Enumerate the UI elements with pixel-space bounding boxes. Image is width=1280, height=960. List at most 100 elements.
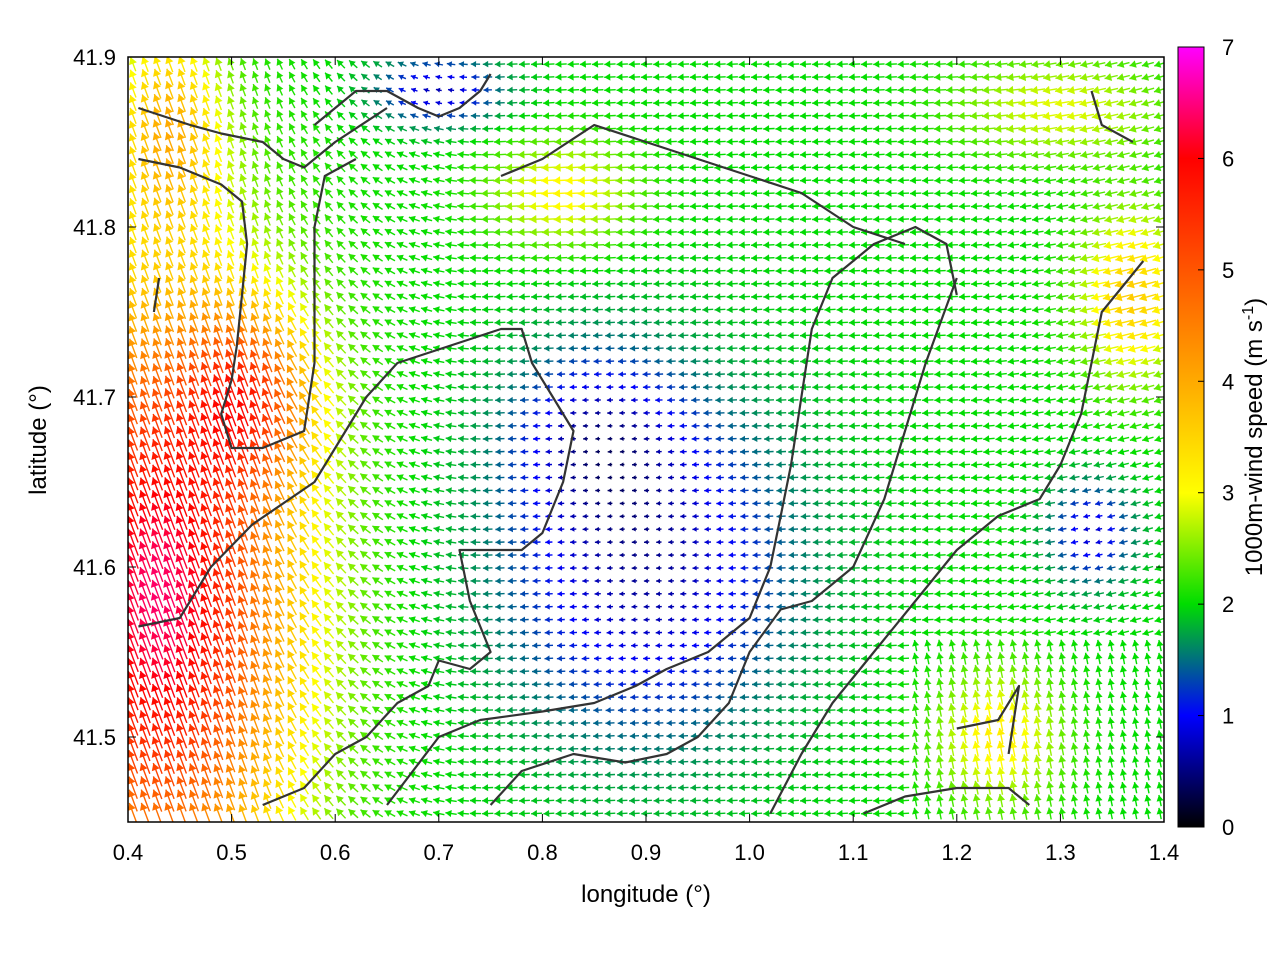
wind-arrow [152, 338, 163, 359]
wind-arrow [213, 337, 224, 360]
wind-arrow [140, 287, 150, 306]
wind-arrow [200, 374, 212, 400]
wind-arrow [200, 399, 212, 427]
wind-arrow [175, 644, 188, 673]
wind-arrow [175, 451, 188, 478]
wind-arrow [139, 697, 151, 724]
wind-arrow [188, 400, 200, 426]
wind-arrow [153, 68, 162, 86]
wind-arrow [163, 541, 176, 570]
wind-arrow [163, 749, 175, 774]
wind-arrow [189, 325, 199, 346]
wind-arrow [189, 210, 198, 228]
wind-arrow [188, 684, 200, 711]
wind-arrow [200, 684, 212, 710]
wind-arrow [139, 683, 151, 711]
wind-arrow [177, 106, 187, 126]
wind-arrow [200, 737, 212, 761]
wind-arrow [212, 425, 225, 453]
wind-arrow [150, 605, 164, 634]
wind-arrow [202, 224, 211, 241]
wind-arrow [151, 683, 164, 711]
wind-arrow [163, 670, 176, 698]
wind-arrow [200, 490, 212, 517]
wind-arrow [200, 451, 212, 478]
wind-arrow [140, 223, 150, 241]
wind-arrow [128, 388, 138, 412]
wind-arrow [213, 803, 223, 822]
wind-arrow [175, 631, 188, 660]
wind-arrow [128, 275, 137, 293]
wind-arrow [200, 750, 212, 774]
wind-arrow [202, 133, 211, 150]
wind-arrow [189, 312, 199, 333]
wind-arrow [202, 159, 211, 176]
wind-arrow [177, 93, 186, 112]
wind-arrow [153, 81, 162, 99]
wind-vector-layer [128, 57, 1164, 822]
wind-arrow [225, 659, 236, 684]
wind-arrow [175, 670, 188, 698]
wind-arrow [128, 776, 138, 800]
wind-arrow [151, 426, 163, 452]
wind-arrow [151, 541, 164, 570]
wind-arrow [201, 337, 212, 360]
wind-arrow [175, 618, 188, 647]
wind-arrow [175, 697, 188, 724]
wind-arrow [163, 683, 176, 711]
wind-arrow [151, 762, 163, 787]
wind-arrow [202, 211, 211, 228]
wind-arrow [128, 515, 139, 543]
wind-arrow [175, 566, 188, 595]
wind-arrow [128, 426, 139, 451]
wind-arrow [163, 644, 176, 673]
wind-arrow [153, 210, 162, 228]
wind-arrow [152, 802, 162, 822]
wind-arrow [214, 249, 223, 266]
wind-arrow [225, 685, 236, 709]
wind-arrow [212, 438, 225, 465]
wind-arrow [177, 249, 186, 267]
wind-arrow [140, 236, 150, 254]
wind-arrow [140, 350, 150, 372]
wind-arrow [138, 618, 152, 647]
wind-arrow [225, 530, 237, 555]
wind-arrow [176, 749, 188, 774]
wind-arrow [187, 645, 200, 672]
wind-arrow [128, 287, 138, 306]
wind-arrow [213, 790, 224, 811]
wind-arrow [128, 657, 139, 685]
wind-arrow [188, 776, 200, 799]
wind-arrow [128, 300, 138, 319]
wind-arrow [128, 579, 139, 608]
wind-arrow [139, 451, 151, 478]
wind-arrow [214, 287, 223, 306]
wind-arrow [175, 579, 188, 608]
wind-arrow [214, 185, 223, 201]
wind-arrow [213, 724, 224, 748]
wind-arrow [164, 106, 174, 126]
wind-arrow [188, 723, 200, 749]
wind-arrow [225, 738, 236, 760]
wind-arrow [138, 579, 152, 609]
wind-arrow [177, 262, 186, 280]
wind-arrow [164, 145, 174, 165]
wind-arrow [200, 464, 212, 491]
wind-arrow [213, 324, 224, 347]
wind-arrow [140, 249, 150, 267]
wind-arrow [129, 69, 137, 85]
wind-arrow [175, 554, 188, 582]
wind-arrow [152, 119, 162, 139]
wind-arrow [226, 803, 235, 822]
wind-arrow [163, 657, 176, 686]
wind-arrow [139, 376, 151, 399]
wind-arrow [212, 659, 224, 684]
wind-arrow [189, 69, 198, 86]
wind-arrow [150, 579, 164, 609]
wind-arrow [163, 736, 176, 762]
wind-arrow [201, 287, 211, 306]
wind-arrow [140, 119, 150, 138]
wind-arrow [165, 262, 174, 280]
wind-arrow [163, 528, 176, 557]
wind-arrow [187, 619, 200, 647]
